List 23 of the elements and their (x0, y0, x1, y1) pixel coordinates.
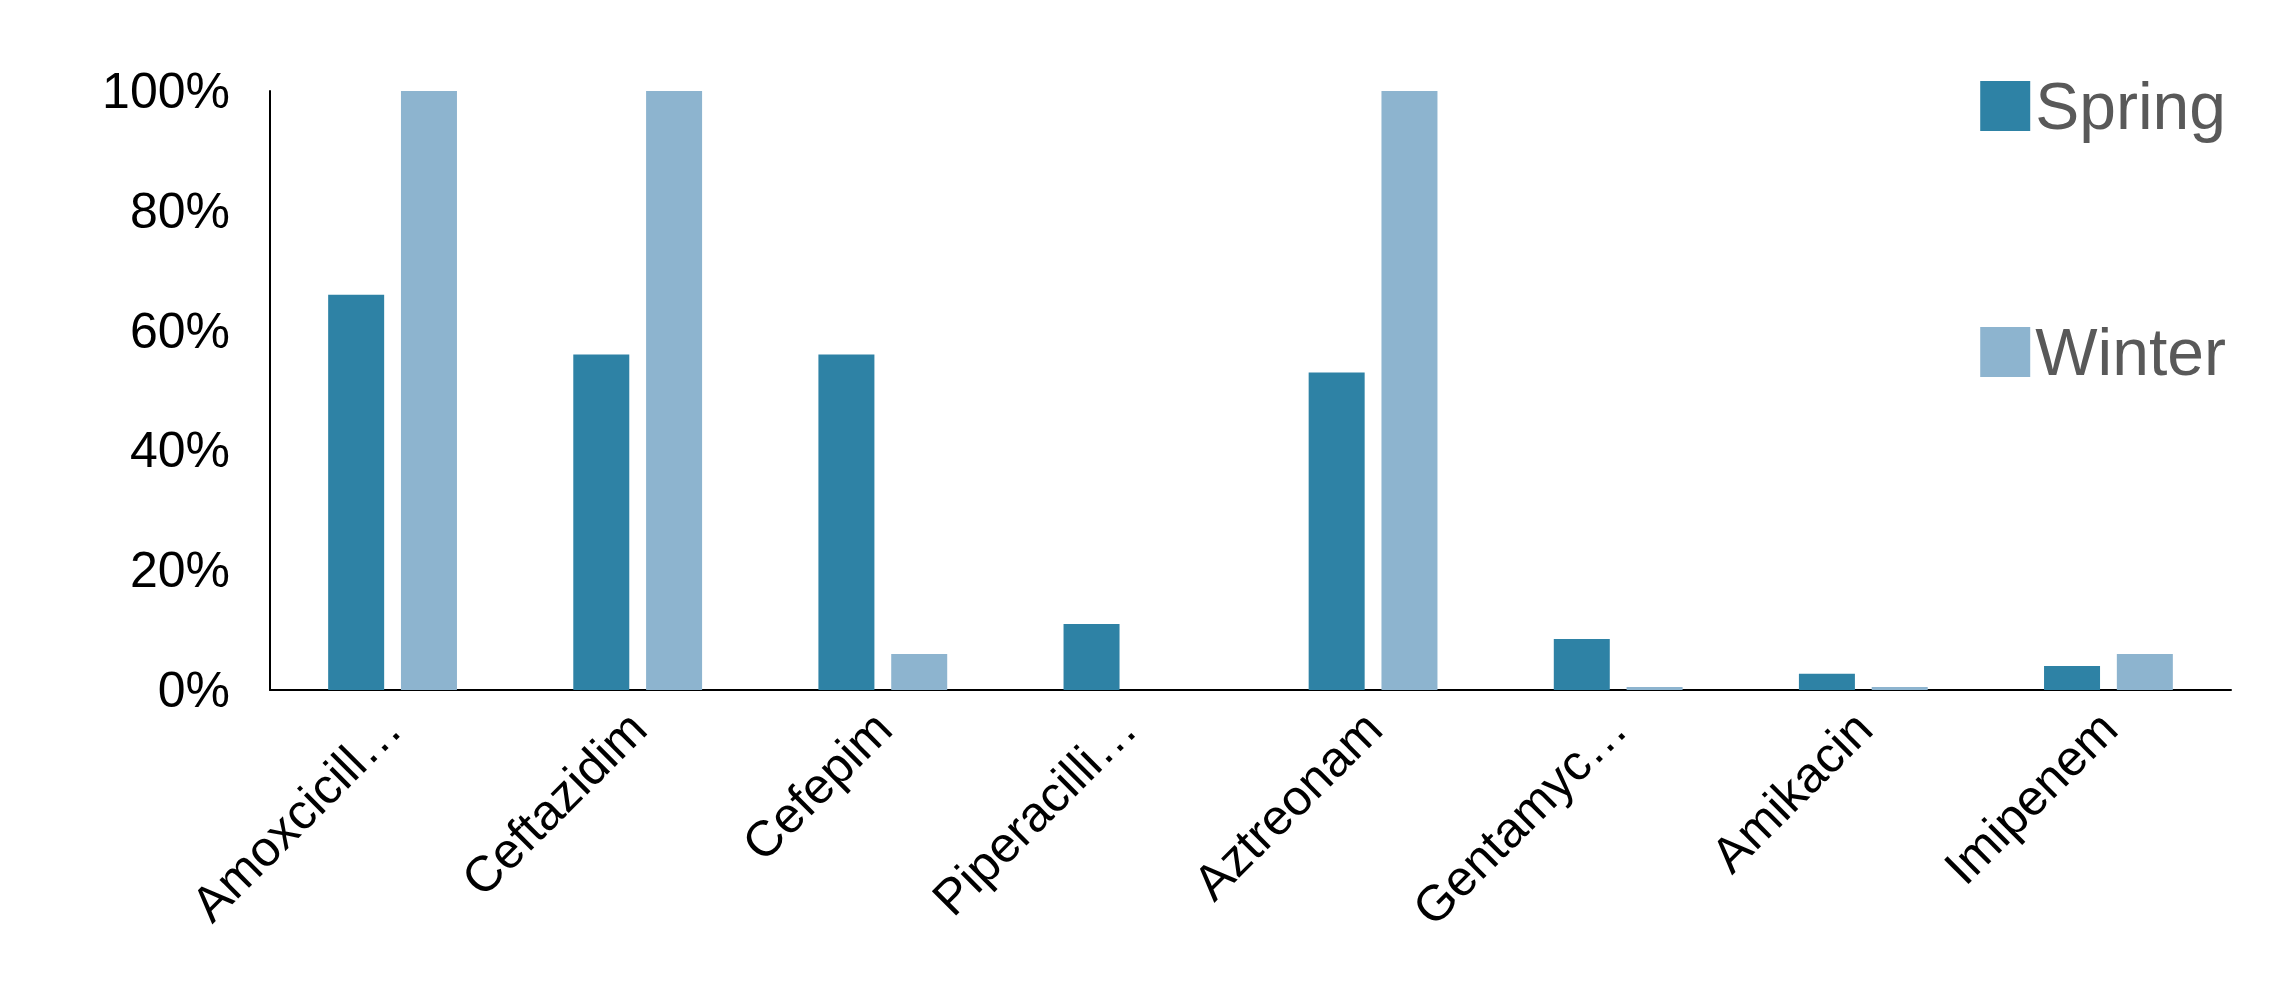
y-tick-label: 40% (129, 422, 230, 479)
bar (573, 354, 630, 690)
legend-label: Spring (2035, 69, 2226, 143)
y-tick-label: 60% (129, 302, 230, 359)
y-tick-label: 100% (102, 63, 230, 119)
bar (1308, 372, 1365, 690)
bar (646, 91, 703, 690)
y-tick-label: 20% (129, 542, 230, 599)
bar (328, 294, 385, 690)
bar (1626, 687, 1683, 690)
bar (400, 91, 457, 690)
bar (1553, 639, 1610, 690)
bar (818, 354, 875, 690)
y-tick-label: 80% (129, 182, 230, 239)
bar (1063, 624, 1120, 690)
y-tick-label: 0% (157, 662, 230, 718)
bar (1871, 687, 1928, 690)
bar (1381, 91, 1438, 690)
legend-label: Winter (2035, 315, 2226, 389)
bar (2044, 666, 2101, 690)
bar (2116, 654, 2173, 690)
bar (1798, 673, 1855, 690)
bar (891, 654, 948, 690)
